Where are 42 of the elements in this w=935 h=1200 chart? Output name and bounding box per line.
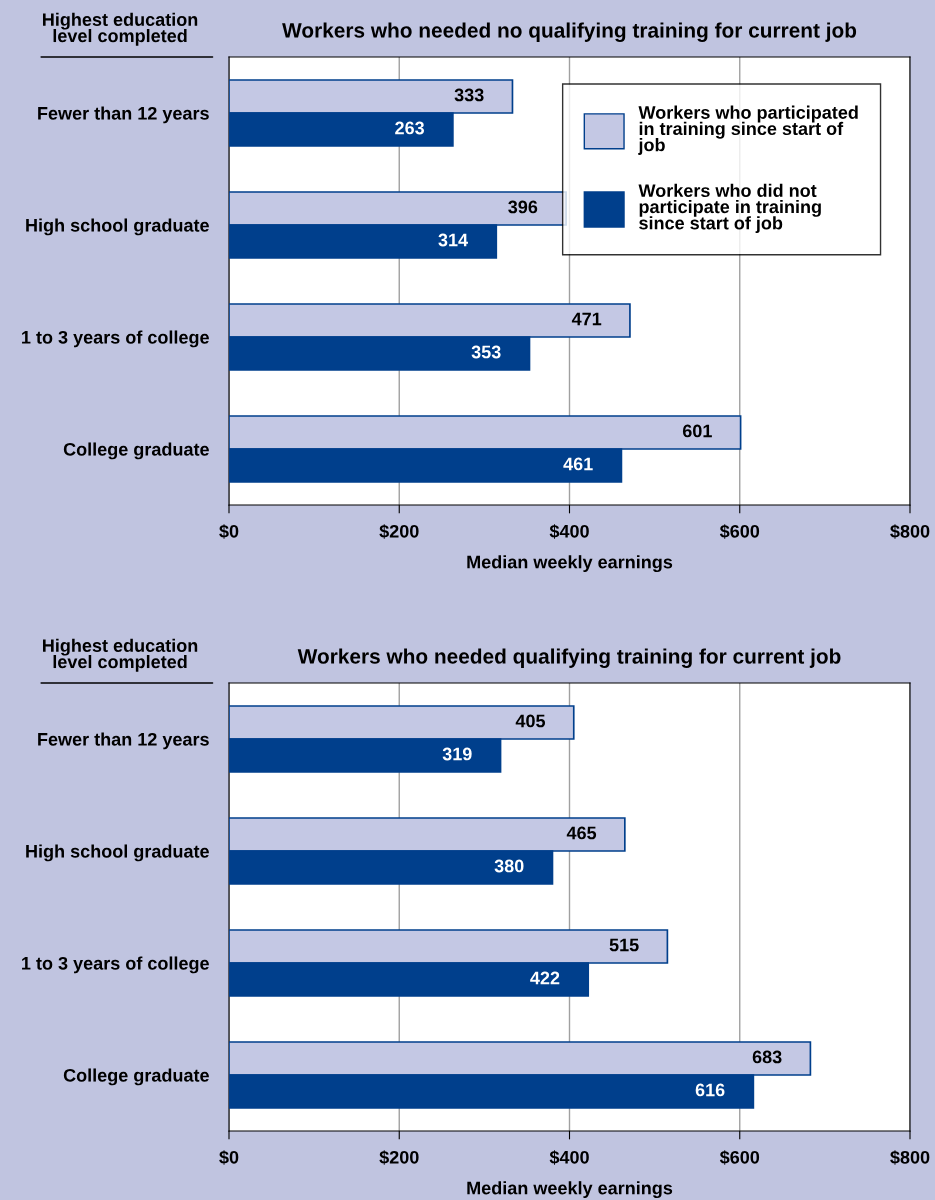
x-tick-label: $0 xyxy=(219,1150,239,1165)
x-tick-label: $600 xyxy=(719,1150,760,1165)
data-label: 422 xyxy=(530,971,560,985)
data-label: 263 xyxy=(395,121,425,135)
data-label: 333 xyxy=(454,88,484,102)
data-label: 319 xyxy=(442,747,472,761)
data-label: 405 xyxy=(515,714,546,728)
text: Highest education level completed xyxy=(43,12,198,46)
data-label: 683 xyxy=(752,1050,782,1064)
x-axis-title: Median weekly earnings xyxy=(467,555,673,573)
legend-label: Workers who did not participate in training since start of job xyxy=(638,183,821,234)
data-label: 353 xyxy=(471,345,501,359)
data-label: 465 xyxy=(566,826,597,840)
y-tick-label: College graduate xyxy=(63,442,209,460)
data-label: 471 xyxy=(571,312,602,326)
x-tick-label: $600 xyxy=(719,524,760,539)
data-label: 616 xyxy=(695,1083,725,1097)
y-tick-label: High school graduate xyxy=(26,218,209,236)
x-tick-label: $400 xyxy=(549,1150,589,1165)
x-tick-label: $200 xyxy=(379,1150,419,1165)
data-label: 380 xyxy=(494,859,524,873)
x-tick-label: $0 xyxy=(219,524,239,539)
y-tick-label: Fewer than 12 years xyxy=(38,106,209,124)
x-tick-label: $800 xyxy=(890,1150,930,1165)
chart-title: Workers who needed qualifying training for current job xyxy=(297,648,841,668)
y-tick-label: High school graduate xyxy=(26,844,209,862)
x-axis-title: Median weekly earnings xyxy=(467,1181,673,1199)
x-tick-label: $400 xyxy=(549,524,589,539)
data-label: 396 xyxy=(508,200,538,214)
y-tick-label: 1 to 3 years of college xyxy=(22,330,209,348)
data-label: 515 xyxy=(609,938,639,952)
y-tick-label: College graduate xyxy=(63,1068,209,1086)
y-tick-label: Fewer than 12 years xyxy=(38,732,209,750)
legend-label: Workers who participated in training since start of job xyxy=(638,105,858,155)
data-label: 461 xyxy=(563,457,593,471)
x-tick-label: $800 xyxy=(890,524,930,539)
y-tick-label: 1 to 3 years of college xyxy=(22,956,209,974)
data-label: 601 xyxy=(682,424,712,438)
chart-title: Workers who needed no qualifying training for current job xyxy=(282,22,857,42)
data-label: 314 xyxy=(438,233,468,247)
x-tick-label: $200 xyxy=(379,524,419,539)
text: Highest education level completed xyxy=(43,638,198,672)
